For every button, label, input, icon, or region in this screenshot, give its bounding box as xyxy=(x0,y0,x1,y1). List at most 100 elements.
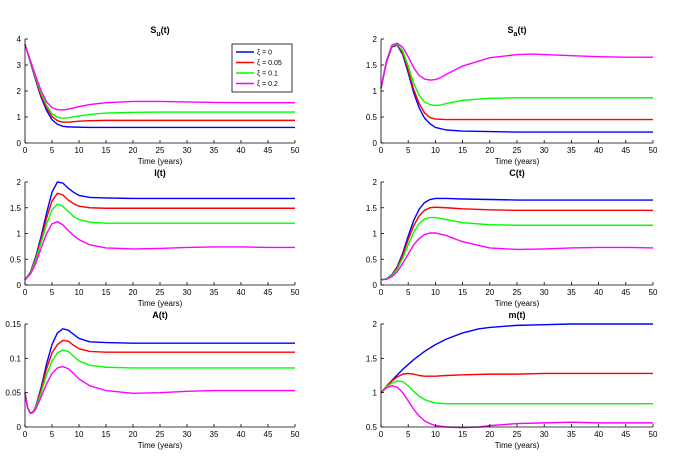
series-line-3 xyxy=(24,43,295,120)
y-tick-label: 1 xyxy=(17,230,22,239)
series-line-1 xyxy=(24,181,295,281)
y-tick-label: 0 xyxy=(17,281,22,290)
series-line-4 xyxy=(380,385,653,429)
x-tick-label: 30 xyxy=(183,430,192,439)
y-tick-label: 1 xyxy=(17,113,22,122)
panel-6: 0 5 10 15 20 25 30 35 40 45 50 0.5 1 1.5 2 m(t) Time (ye… xyxy=(366,310,658,450)
x-tick-label: 5 xyxy=(406,146,411,155)
series-line-1 xyxy=(24,44,295,129)
panel-title: C(t) xyxy=(509,168,525,178)
x-tick-label: 10 xyxy=(75,146,84,155)
panel-title: I(t) xyxy=(154,168,166,178)
x-tick-label: 45 xyxy=(621,430,630,439)
panel-title-suffix: (t) xyxy=(517,25,526,35)
y-tick-label: 3 xyxy=(17,61,22,70)
x-tick-label: 30 xyxy=(183,146,192,155)
panel-4: 0 5 10 15 20 25 30 35 40 45 50 0 0.5 1 1.5 2 C(t) Time (y… xyxy=(366,168,658,308)
x-tick-label: 40 xyxy=(594,146,603,155)
panel-title-subscript: a xyxy=(514,31,518,38)
x-axis-label: Time (years) xyxy=(495,157,540,166)
series-line-2 xyxy=(380,372,653,394)
x-tick-label: 5 xyxy=(50,288,55,297)
x-tick-label: 35 xyxy=(210,146,219,155)
y-tick-label: 2 xyxy=(373,35,378,44)
x-tick-label: 15 xyxy=(102,430,111,439)
x-axis-label: Time (years) xyxy=(138,441,183,450)
y-tick-label: 1.5 xyxy=(10,204,22,213)
x-tick-label: 20 xyxy=(485,288,494,297)
x-tick-label: 50 xyxy=(291,146,300,155)
x-tick-label: 5 xyxy=(50,430,55,439)
x-tick-label: 35 xyxy=(567,288,576,297)
x-tick-label: 15 xyxy=(458,146,467,155)
y-tick-label: 0.15 xyxy=(5,320,21,329)
y-tick-label: 0 xyxy=(373,281,378,290)
x-tick-label: 5 xyxy=(50,146,55,155)
x-axis-label: Time (years) xyxy=(495,441,540,450)
x-tick-label: 40 xyxy=(594,288,603,297)
legend-label: ξ = 0 xyxy=(257,50,272,57)
panel-title: A(t) xyxy=(152,310,168,320)
x-tick-label: 20 xyxy=(129,430,138,439)
x-tick-label: 10 xyxy=(75,288,84,297)
y-tick-label: 2 xyxy=(373,178,378,187)
x-tick-label: 10 xyxy=(75,430,84,439)
panel-title: Sa(t) xyxy=(508,25,527,38)
x-tick-label: 35 xyxy=(210,288,219,297)
series-line-3 xyxy=(380,43,653,107)
x-tick-label: 5 xyxy=(406,430,411,439)
panel-2: 0 5 10 15 20 25 30 35 40 45 50 0 0.5 1 1.5 2 Sa(t) Time (… xyxy=(366,25,658,166)
x-tick-label: 0 xyxy=(379,288,384,297)
y-tick-label: 0.5 xyxy=(366,255,378,264)
x-tick-label: 45 xyxy=(264,288,273,297)
panel-title-main: A(t) xyxy=(152,310,168,320)
x-tick-label: 30 xyxy=(540,430,549,439)
x-tick-label: 20 xyxy=(129,288,138,297)
y-tick-label: 2 xyxy=(17,178,22,187)
x-tick-label: 20 xyxy=(485,430,494,439)
panel-title-subscript: u xyxy=(156,31,160,38)
x-tick-label: 25 xyxy=(513,430,522,439)
x-tick-label: 0 xyxy=(23,430,28,439)
x-tick-label: 25 xyxy=(513,288,522,297)
series-line-2 xyxy=(24,192,295,281)
x-tick-label: 35 xyxy=(567,430,576,439)
series-line-1 xyxy=(380,323,653,394)
x-axis-label: Time (years) xyxy=(138,157,183,166)
x-tick-label: 40 xyxy=(237,146,246,155)
x-tick-label: 35 xyxy=(210,430,219,439)
series-line-4 xyxy=(24,43,295,111)
x-axis-label: Time (years) xyxy=(138,299,183,308)
y-tick-label: 0.05 xyxy=(5,389,21,398)
x-tick-label: 30 xyxy=(183,288,192,297)
x-tick-label: 45 xyxy=(264,430,273,439)
series-line-3 xyxy=(24,203,295,281)
y-tick-label: 0.5 xyxy=(10,255,22,264)
x-tick-label: 0 xyxy=(379,146,384,155)
y-tick-label: 0 xyxy=(17,423,22,432)
series-line-4 xyxy=(24,220,295,281)
y-tick-label: 0.1 xyxy=(10,354,22,363)
y-tick-label: 1.5 xyxy=(366,61,378,70)
x-tick-label: 45 xyxy=(264,146,273,155)
x-tick-label: 45 xyxy=(621,146,630,155)
x-tick-label: 0 xyxy=(23,146,28,155)
panel-title-main: I(t) xyxy=(154,168,166,178)
x-tick-label: 45 xyxy=(621,288,630,297)
x-tick-label: 40 xyxy=(237,288,246,297)
y-tick-label: 2 xyxy=(373,320,378,329)
y-tick-label: 1.5 xyxy=(366,354,378,363)
legend: ξ = 0 ξ = 0.05 ξ = 0.1 ξ = 0.2 xyxy=(231,43,293,93)
y-tick-label: 0.5 xyxy=(366,113,378,122)
x-tick-label: 50 xyxy=(649,430,658,439)
x-tick-label: 30 xyxy=(540,146,549,155)
series-line-3 xyxy=(24,349,295,414)
x-tick-label: 30 xyxy=(540,288,549,297)
x-tick-label: 10 xyxy=(431,430,440,439)
series-line-2 xyxy=(380,44,653,121)
x-tick-label: 15 xyxy=(458,288,467,297)
x-axis-label: Time (years) xyxy=(495,299,540,308)
x-tick-label: 0 xyxy=(23,288,28,297)
x-tick-label: 40 xyxy=(237,430,246,439)
x-tick-label: 20 xyxy=(485,146,494,155)
